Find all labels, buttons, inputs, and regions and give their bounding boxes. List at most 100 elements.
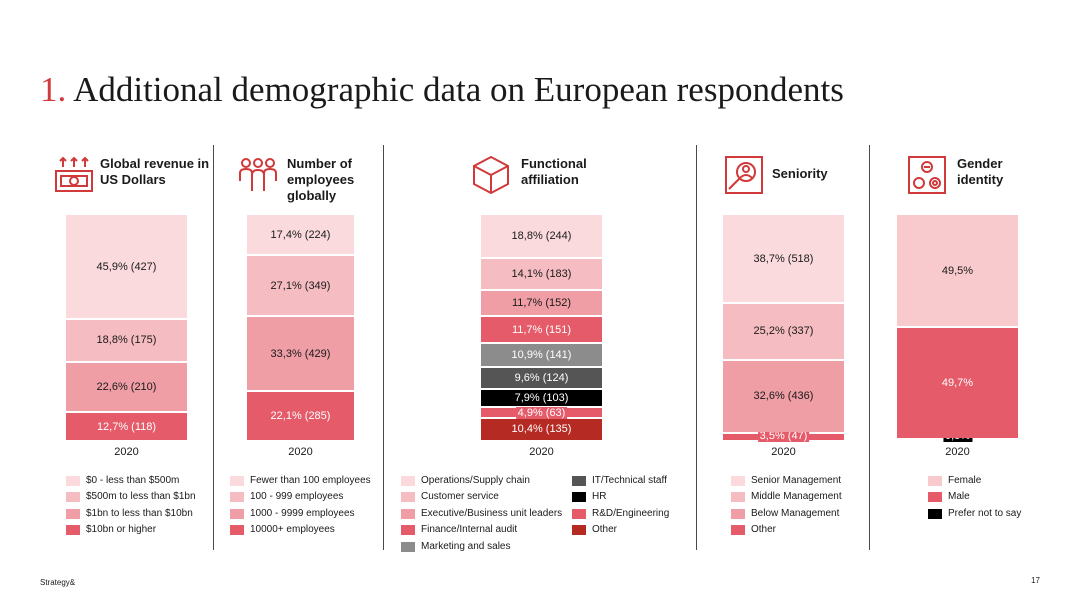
person-search-icon <box>725 156 763 194</box>
legend-label: Executive/Business unit leaders <box>421 508 563 519</box>
bar-segment: 7,9% (103) <box>481 387 602 406</box>
bar-segment: 11,7% (152) <box>481 289 602 316</box>
panel-title-revenue: Global revenue in US Dollars <box>100 156 210 188</box>
bar-segment-label: 18,8% (244) <box>511 230 572 243</box>
bar-segment-label: 11,7% (152) <box>511 297 572 310</box>
panel-title-revenue-text: Global revenue in US Dollars <box>100 156 210 187</box>
legend-label: IT/Technical staff <box>592 475 667 486</box>
legend-label: R&D/Engineering <box>592 508 670 519</box>
bar-segment-label: 27,1% (349) <box>270 279 331 292</box>
legend-swatch <box>731 525 745 535</box>
panel-title-seniority-text: Seniority <box>772 166 828 181</box>
legend-swatch <box>731 492 745 502</box>
divider <box>213 145 214 550</box>
bar-segment: 10,4% (135) <box>481 416 602 440</box>
bar-segment: 0,8% <box>897 430 1018 442</box>
money-growth-icon <box>55 156 93 192</box>
bar-segment: 18,8% (175) <box>66 318 187 361</box>
bar-segment-label: 25,2% (337) <box>753 325 814 338</box>
footer-brand: Strategy& <box>40 578 76 587</box>
bar-segment: 12,7% (118) <box>66 411 187 440</box>
legend-swatch <box>928 492 942 502</box>
bar-segment: 3,5% (47) <box>723 430 844 442</box>
bar-segment: 38,7% (518) <box>723 215 844 303</box>
legend-label: Fewer than 100 employees <box>250 475 371 486</box>
page-number: 17 <box>1031 576 1040 585</box>
legend-label: 100 - 999 employees <box>250 491 344 502</box>
divider <box>869 145 870 550</box>
legend-label: Prefer not to say <box>948 508 1022 519</box>
bar-segment: 49,5% <box>897 215 1018 327</box>
stacked-bar-gender: 0,8% 49,7% 49,5% <box>897 215 1018 442</box>
legend-swatch <box>572 492 586 502</box>
bar-segment: 32,6% (436) <box>723 358 844 433</box>
bar-segment-label: 9,6% (124) <box>514 372 569 385</box>
stacked-bar-function: 10,4% (135) 4,9% (63) 7,9% (103) 9,6% (124)… <box>481 215 602 440</box>
legend-swatch <box>230 476 244 486</box>
bar-segment-label: 32,6% (436) <box>753 390 814 403</box>
legend-swatch <box>66 525 80 535</box>
legend-swatch <box>230 509 244 519</box>
year-label: 2020 <box>945 446 970 458</box>
legend-label: Middle Management <box>751 491 842 502</box>
bar-segment: 10,9% (141) <box>481 341 602 367</box>
legend-label: Finance/Internal audit <box>421 524 518 535</box>
bar-segment: 27,1% (349) <box>247 254 354 316</box>
legend-label: Senior Management <box>751 475 842 486</box>
legend-swatch <box>572 476 586 486</box>
bar-segment: 4,9% (63) <box>481 405 602 419</box>
cube-icon <box>473 155 509 195</box>
people-group-icon <box>239 158 277 191</box>
legend-swatch <box>928 476 942 486</box>
legend-swatch <box>66 509 80 519</box>
legend-label: $0 - less than $500m <box>86 475 180 486</box>
legend-label: Operations/Supply chain <box>421 475 530 486</box>
panel-title-function-text: Functional affiliation <box>521 156 587 187</box>
bar-segment-label: 10,9% (141) <box>511 348 572 361</box>
year-label: 2020 <box>288 446 313 458</box>
bar-segment-label: 33,3% (429) <box>270 347 331 360</box>
legend-label: HR <box>592 491 607 502</box>
stacked-bar-seniority: 3,5% (47) 32,6% (436) 25,2% (337) 38,7% (51… <box>723 215 844 442</box>
bar-segment: 45,9% (427) <box>66 215 187 319</box>
legend-swatch <box>731 509 745 519</box>
bar-segment-label: 18,8% (175) <box>96 334 157 347</box>
bar-segment: 9,6% (124) <box>481 366 602 388</box>
legend-label: Male <box>948 491 970 502</box>
legend-label: Other <box>592 524 618 535</box>
divider <box>383 145 384 550</box>
legend-label: Female <box>948 475 982 486</box>
panel-title-gender: Gender identity <box>957 156 1027 188</box>
year-label: 2020 <box>771 446 796 458</box>
legend-swatch <box>572 525 586 535</box>
bar-segment-label: 10,4% (135) <box>511 423 572 436</box>
legend-label: Below Management <box>751 508 840 519</box>
slide-title: 1. Additional demographic data on Europe… <box>40 68 844 112</box>
panel-title-function: Functional affiliation <box>521 156 611 188</box>
legend-swatch <box>66 476 80 486</box>
slide-title-number: 1. <box>40 70 67 109</box>
bar-segment: 33,3% (429) <box>247 315 354 391</box>
bar-segment-label: 3,5% (47) <box>757 430 810 442</box>
legend-label: $1bn to less than $10bn <box>86 508 193 519</box>
bar-segment: 18,8% (244) <box>481 215 602 258</box>
bar-segment-label: 38,7% (518) <box>753 252 814 265</box>
legend-swatch <box>731 476 745 486</box>
bar-segment-label: 22,1% (285) <box>270 410 331 423</box>
legend-swatch <box>66 492 80 502</box>
bar-segment-label: 12,7% (118) <box>96 420 157 433</box>
bar-segment: 22,1% (285) <box>247 390 354 440</box>
legend-swatch <box>230 525 244 535</box>
panel-title-gender-text: Gender identity <box>957 156 1004 187</box>
bar-segment: 25,2% (337) <box>723 302 844 359</box>
divider <box>696 145 697 550</box>
legend-swatch <box>401 476 415 486</box>
legend-label: Customer service <box>421 491 499 502</box>
bar-segment-label: 22,6% (210) <box>96 381 157 394</box>
legend-swatch <box>928 509 942 519</box>
legend-label: Marketing and sales <box>421 541 511 552</box>
slide-title-text: Additional demographic data on European … <box>73 70 844 109</box>
bar-segment: 22,6% (210) <box>66 360 187 412</box>
year-label: 2020 <box>114 446 139 458</box>
legend-label: $500m to less than $1bn <box>86 491 196 502</box>
